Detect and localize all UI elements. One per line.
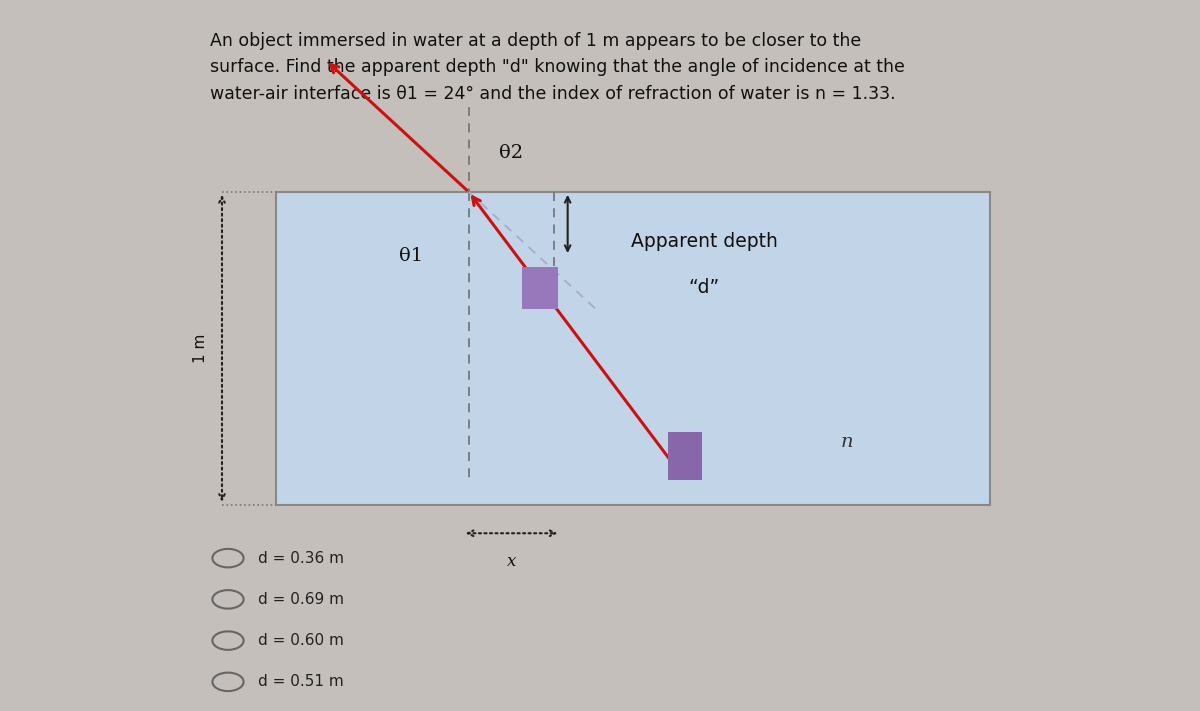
Text: d = 0.36 m: d = 0.36 m — [258, 550, 344, 566]
Text: d = 0.51 m: d = 0.51 m — [258, 674, 343, 690]
Text: x: x — [506, 553, 516, 570]
Text: d = 0.60 m: d = 0.60 m — [258, 633, 344, 648]
Bar — [668, 432, 702, 480]
Bar — [276, 192, 990, 505]
Text: θ1: θ1 — [400, 247, 424, 265]
Text: d = 0.69 m: d = 0.69 m — [258, 592, 344, 607]
Text: An object immersed in water at a depth of 1 m appears to be closer to the
surfac: An object immersed in water at a depth o… — [210, 32, 905, 103]
Text: “d”: “d” — [689, 279, 720, 297]
Text: θ2: θ2 — [499, 144, 523, 162]
Text: n: n — [841, 433, 853, 451]
Bar — [522, 267, 558, 309]
Text: Apparent depth: Apparent depth — [631, 232, 778, 251]
Text: 1 m: 1 m — [193, 333, 208, 363]
